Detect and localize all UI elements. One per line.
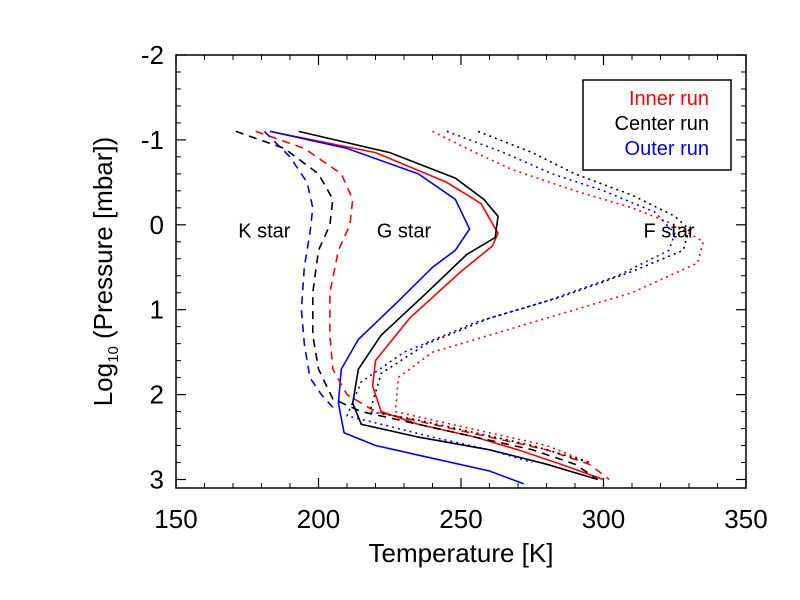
axis-ticks: 150 200 250 300 350 -2 -1 0 1 2 3 [141,40,768,534]
y-tick-label: -1 [141,125,164,155]
annotation-g-star: G star [377,221,432,243]
series-line-k-star-outer [263,130,334,408]
plot-area [235,130,705,485]
y-tick-label: 0 [150,210,164,240]
y-tick-label: 3 [150,465,164,495]
x-tick-label: 300 [582,504,625,534]
series-line-k-star-center [235,130,599,481]
annotations: K star G star F star [238,221,695,243]
y-tick-label: 1 [150,295,164,325]
x-axis-label: Temperature [K] [369,538,554,568]
x-tick-label: 350 [724,504,767,534]
legend: Inner run Center run Outer run [582,79,732,171]
series-line-k-star-inner [255,130,610,481]
y-axis-label-subscript: 10 [105,346,122,363]
series-line-f-star-outer [345,130,676,464]
series-line-f-star-center [368,130,690,464]
series-line-g-star-inner [269,130,604,481]
y-tick-label: 2 [150,380,164,410]
x-tick-label: 250 [439,504,482,534]
legend-entry-outer-run: Outer run [625,138,709,160]
y-axis-label-prefix: Log [88,363,118,406]
series-line-g-star-center [298,130,599,481]
annotation-k-star: K star [238,221,291,243]
legend-entry-center-run: Center run [615,113,710,135]
legend-entry-inner-run: Inner run [629,88,709,110]
legend-box [582,79,732,171]
y-axis-label: Log10 (Pressure [mbar]) [88,137,122,407]
y-axis-label-suffix: (Pressure [mbar]) [88,137,118,347]
x-tick-label: 150 [154,504,197,534]
annotation-f-star: F star [643,221,694,243]
x-tick-label: 200 [297,504,340,534]
series-line-g-star-outer [269,130,524,485]
y-tick-label: -2 [141,40,164,70]
